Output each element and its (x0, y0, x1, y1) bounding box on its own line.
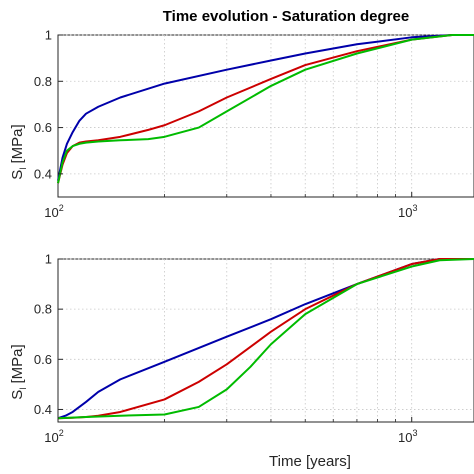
series-line-3 (57, 34, 474, 184)
top-y-label: Sl [MPa] (9, 124, 28, 179)
y-tick-label: 0.4 (34, 402, 52, 417)
bottom-y-label: Sl [MPa] (9, 344, 28, 399)
y-tick-label: 0.4 (34, 166, 52, 181)
x-tick-label: 103 (398, 203, 417, 220)
y-tick-label: 1 (45, 252, 52, 267)
bottom-series-lines (57, 258, 474, 420)
bottom-x-ticks: 102 103 (44, 417, 417, 445)
y-tick-label: 0.8 (34, 74, 52, 89)
y-tick-label: 0.8 (34, 302, 52, 317)
bottom-grid (58, 258, 474, 422)
chart-title: Time evolution - Saturation degree (163, 8, 409, 25)
y-tick-label: 1 (45, 28, 52, 43)
bottom-plot-area (57, 258, 474, 423)
top-x-ticks: 102 103 (44, 192, 417, 220)
x-axis-label: Time [years] (269, 453, 351, 470)
series-line-1 (57, 34, 474, 181)
y-tick-label: 0.6 (34, 120, 52, 135)
x-tick-label: 103 (398, 428, 417, 445)
x-tick-label: 102 (44, 428, 63, 445)
y-tick-label: 0.6 (34, 352, 52, 367)
top-y-ticks: 0.4 0.6 0.8 1 (34, 28, 63, 181)
top-panel: 0.4 0.6 0.8 1 102 103 Sl [MPa] (9, 28, 474, 220)
series-line-3 (57, 258, 474, 420)
bottom-y-ticks: 0.4 0.6 0.8 1 (34, 252, 63, 417)
bottom-panel: 0.4 0.6 0.8 1 102 103 Sl [MPa] Time [years] (9, 252, 474, 470)
top-series-lines (57, 34, 474, 184)
x-tick-label: 102 (44, 203, 63, 220)
